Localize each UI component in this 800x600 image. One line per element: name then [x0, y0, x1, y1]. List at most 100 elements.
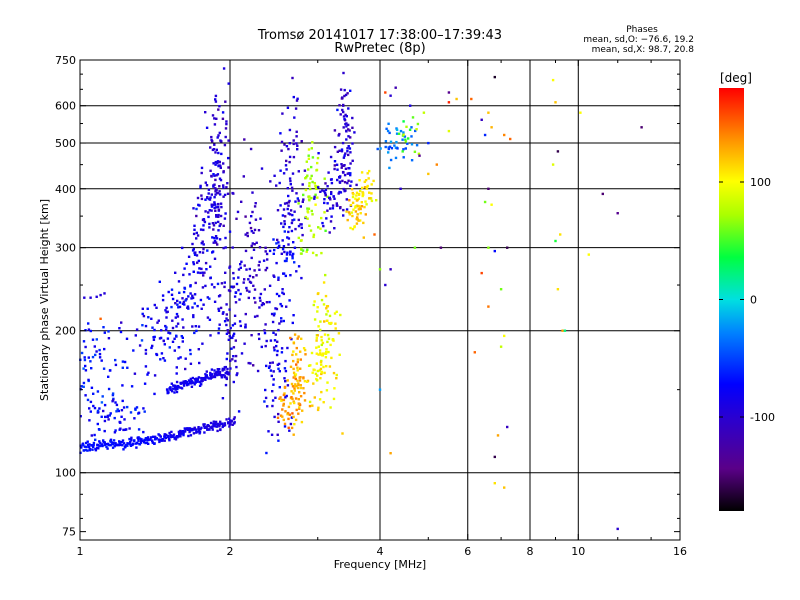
data-point: [327, 171, 330, 174]
data-point: [214, 221, 217, 225]
data-point: [150, 317, 153, 320]
data-point: [291, 257, 294, 260]
data-point: [296, 358, 300, 361]
data-point: [319, 377, 322, 380]
data-point: [299, 367, 302, 370]
data-point: [317, 152, 320, 155]
data-point: [219, 306, 223, 310]
data-point: [135, 406, 139, 409]
data-point: [191, 242, 194, 246]
data-point: [262, 259, 266, 262]
data-point: [350, 188, 354, 191]
data-point: [251, 242, 254, 245]
data-point: [297, 265, 301, 268]
data-point: [328, 365, 332, 368]
data-point: [217, 205, 220, 209]
data-point: [224, 383, 228, 387]
data-point: [271, 404, 274, 408]
data-point: [184, 428, 187, 432]
data-point: [490, 203, 493, 206]
data-point: [152, 336, 155, 339]
data-point: [295, 135, 298, 138]
data-point: [320, 335, 323, 339]
data-point: [330, 215, 333, 218]
data-point: [130, 385, 134, 388]
data-point: [372, 179, 375, 183]
data-point: [171, 297, 175, 301]
data-point: [226, 371, 230, 374]
data-point: [280, 252, 283, 255]
data-point: [202, 228, 205, 232]
data-point: [175, 372, 178, 375]
data-point: [346, 92, 349, 95]
data-point: [83, 358, 87, 362]
data-point: [200, 171, 203, 175]
data-point: [82, 367, 85, 370]
data-point: [109, 444, 112, 447]
data-point: [278, 244, 281, 247]
data-point: [301, 409, 304, 412]
data-point: [192, 261, 195, 264]
data-point: [399, 129, 403, 133]
data-point: [336, 150, 339, 153]
data-point: [290, 416, 294, 419]
data-point: [217, 151, 220, 155]
data-point: [325, 313, 328, 316]
data-point: [218, 294, 222, 297]
data-point: [146, 373, 149, 376]
data-point: [405, 125, 408, 128]
data-point: [256, 314, 259, 318]
data-point: [120, 321, 123, 324]
data-point: [286, 187, 289, 190]
data-point: [212, 162, 215, 165]
data-point: [232, 334, 235, 337]
data-point: [307, 168, 310, 171]
data-point: [283, 230, 286, 233]
data-point: [128, 427, 131, 430]
data-point: [294, 397, 298, 400]
data-point: [195, 237, 198, 240]
data-point: [155, 437, 158, 440]
data-point: [290, 186, 294, 189]
data-point: [320, 216, 323, 220]
data-point: [191, 429, 194, 432]
data-point: [288, 155, 292, 159]
data-point: [279, 302, 282, 306]
data-point: [181, 302, 185, 305]
data-point: [276, 246, 280, 249]
data-point: [176, 299, 179, 303]
data-point: [329, 207, 332, 210]
data-point: [217, 213, 220, 217]
data-point: [87, 446, 91, 449]
data-point: [206, 296, 209, 299]
data-point: [213, 117, 216, 120]
data-point: [212, 228, 215, 231]
data-point: [335, 373, 338, 377]
data-point: [231, 358, 234, 361]
data-point: [129, 411, 133, 414]
data-point: [194, 281, 197, 285]
data-point: [94, 353, 97, 357]
data-point: [320, 372, 323, 376]
data-point: [189, 429, 192, 432]
data-point: [218, 185, 221, 188]
data-point: [295, 130, 298, 133]
data-point: [315, 254, 318, 257]
data-point: [226, 352, 229, 355]
data-point: [83, 296, 86, 299]
data-point: [340, 148, 344, 151]
data-point: [224, 271, 227, 274]
data-point: [164, 324, 167, 328]
data-point: [210, 203, 213, 206]
data-point: [211, 426, 214, 429]
data-point: [238, 298, 241, 301]
data-point: [370, 183, 373, 186]
data-point: [276, 433, 279, 436]
data-point: [235, 365, 238, 369]
data-point: [137, 411, 141, 414]
data-point: [87, 378, 90, 382]
data-point: [214, 178, 217, 182]
data-point: [277, 367, 280, 370]
data-point: [100, 359, 103, 362]
